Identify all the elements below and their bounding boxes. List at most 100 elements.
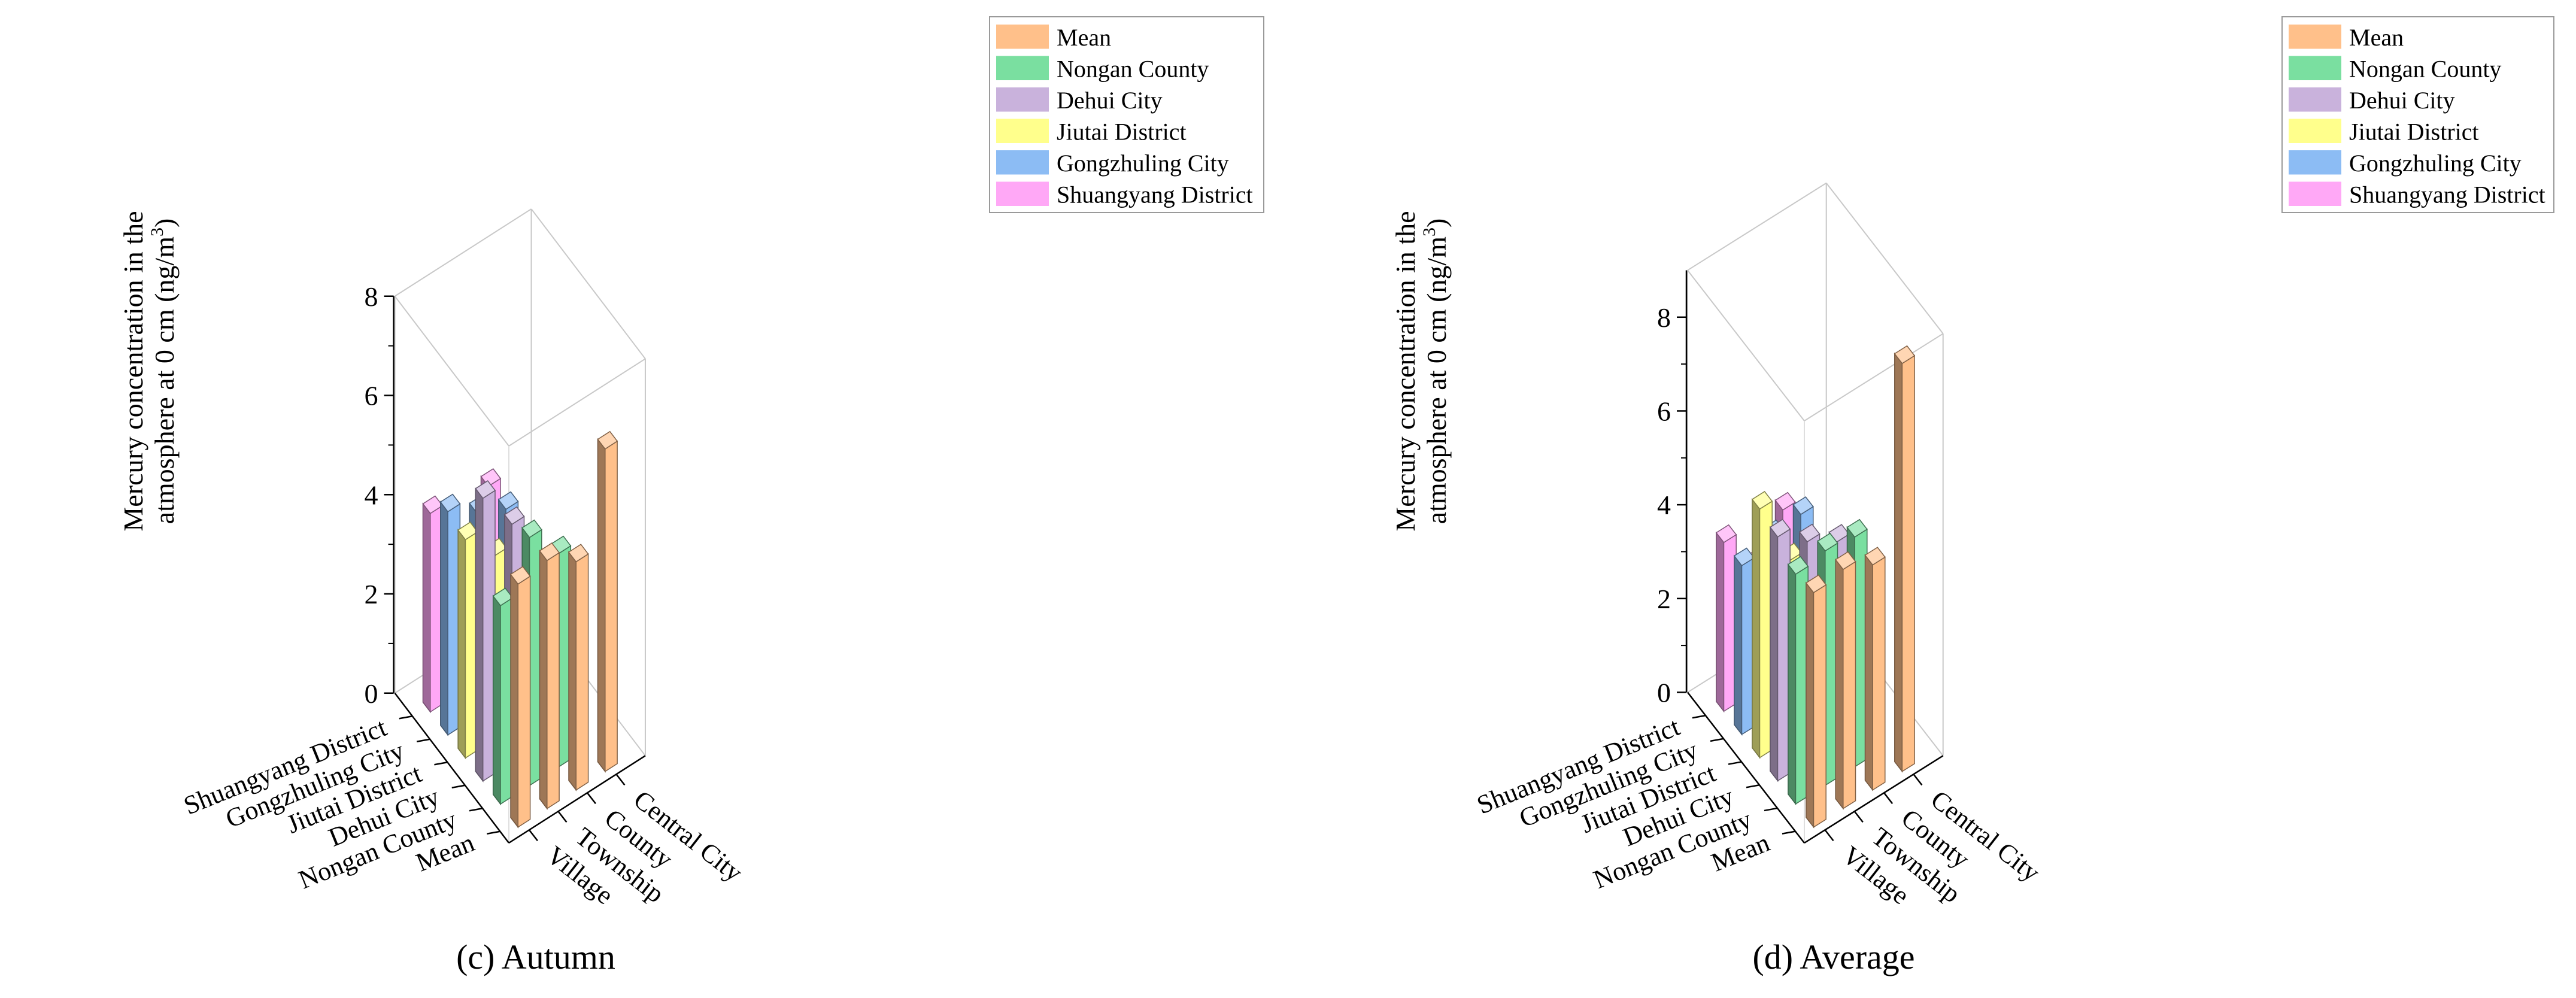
bar-left-face (457, 529, 466, 760)
bar-top-face (439, 493, 461, 512)
y-tick (469, 808, 483, 812)
z-axis-title-text: atmosphere at 0 cm (ng/m (149, 236, 180, 524)
z-axis: 0 2 4 6 8 (1657, 270, 1688, 708)
bar-front-face (605, 440, 618, 772)
y-tick (434, 762, 448, 766)
bar-left-face (492, 594, 501, 806)
bar-top-face (1846, 518, 1868, 538)
z-tick-label: 0 (365, 678, 378, 709)
bar-front-face (1843, 560, 1856, 809)
bar-top-face (1864, 547, 1886, 566)
bar-nongan-county-village (1787, 556, 1809, 806)
legend-swatch-dehui-city (2287, 86, 2343, 113)
z-axis-title-superscript: 3 (1419, 227, 1439, 236)
bar-top-face (1799, 523, 1821, 542)
bar-top-face (597, 430, 618, 450)
bar-left-face (568, 551, 577, 791)
bar-left-face (1894, 352, 1903, 773)
bars (422, 430, 618, 829)
legend-swatch-gongzhuling-city (2287, 149, 2343, 176)
top-back-right-edge (1825, 183, 1944, 334)
bar-mean-village (509, 566, 531, 829)
x-tick (557, 811, 568, 823)
z-tick-label: 4 (1657, 490, 1671, 520)
bar-left-face (1752, 498, 1761, 759)
chart-average: (d) Average Mercury concentration in the… (1390, 16, 2554, 976)
bar-front-face (547, 551, 560, 809)
x-tick (586, 792, 596, 805)
bar-front-face (1813, 584, 1826, 828)
z-tick-label: 2 (1657, 584, 1671, 614)
bar-top-face (457, 521, 478, 541)
y-axis-line (1687, 691, 1805, 844)
z-axis-title-line1: Mercury concentration in the (1390, 211, 1421, 531)
y-tick (451, 784, 465, 788)
bar-mean-central-city (597, 430, 618, 773)
chart-caption: (d) Average (1752, 938, 1914, 976)
bar-top-face (1835, 551, 1856, 571)
bars (1715, 345, 1916, 829)
legend-swatch-shuangyang-district (995, 180, 1050, 207)
bar-top-face (1787, 556, 1809, 575)
z-axis-title-text: atmosphere at 0 cm (ng/m (1421, 236, 1452, 524)
bar-top-face (1733, 547, 1755, 566)
bar-top-face (1805, 574, 1827, 593)
bar-top-face (1894, 345, 1916, 365)
y-tick (399, 715, 413, 720)
bar-left-face (1788, 563, 1797, 806)
bar-top-face (1792, 496, 1814, 515)
legend-label-jiutai-district: Jiutai District (2349, 119, 2479, 145)
z-tick-label: 4 (365, 480, 378, 510)
bar-mean-township (539, 542, 560, 810)
bar-nongan-county-village (492, 587, 514, 806)
bar-left-face (1734, 554, 1743, 736)
bar-top-face (1817, 532, 1838, 552)
bar-top-face (497, 491, 519, 510)
bar-top-face (422, 495, 444, 514)
top-front-right-edge (508, 358, 646, 447)
legend-label-shuangyang-district: Shuangyang District (2349, 181, 2545, 208)
x-tick (1883, 792, 1894, 805)
top-front-right-edge (1804, 333, 1944, 421)
bar-top-face (521, 519, 542, 538)
bar-jiutai-district-village (457, 521, 478, 760)
top-back-right-edge (530, 208, 646, 359)
z-tick-label: 0 (1657, 677, 1671, 708)
bar-front-face (1872, 556, 1886, 791)
bar-top-face (492, 587, 514, 606)
bar-top-face (539, 542, 560, 562)
z-axis-title: Mercury concentration in the atmosphere … (1390, 211, 1452, 531)
y-tick (1764, 807, 1778, 812)
y-axis-line (394, 692, 509, 844)
legend-swatch-mean (995, 23, 1050, 50)
bar-mean-village (1805, 574, 1827, 829)
bar-left-face (539, 549, 548, 810)
bar-top-face (1774, 492, 1796, 511)
bar-left-face (1770, 526, 1779, 782)
legend-swatch-mean (2287, 23, 2343, 50)
bar-left-face (1864, 554, 1873, 791)
legend: Mean Nongan County Dehui City Jiutai Distri… (2281, 16, 2554, 213)
bar-front-face (1901, 354, 1915, 772)
bar-top-face (1715, 524, 1737, 544)
y-tick (1746, 784, 1760, 788)
z-axis-title-end: ) (149, 219, 180, 227)
x-tick (1853, 811, 1864, 823)
z-axis-title: Mercury concentration in the atmosphere … (118, 211, 180, 531)
bar-left-face (510, 573, 519, 829)
bar-left-face (1716, 531, 1725, 713)
z-tick-label: 8 (365, 281, 378, 312)
legend-label-jiutai-district: Jiutai District (1057, 119, 1187, 145)
bar-left-face (1835, 558, 1844, 810)
bar-mean-central-city (1894, 345, 1916, 773)
bar-top-face (509, 566, 531, 585)
bar-shuangyang-district-village (1715, 524, 1737, 713)
bar-left-face (1806, 581, 1815, 829)
bar-mean-township (1835, 551, 1856, 810)
x-tick (615, 773, 626, 786)
bar-top-face (1769, 518, 1791, 538)
chart-autumn: (c) Autumn Mercury concentration in the … (118, 16, 1264, 976)
chart-panel-autumn: (c) Autumn Mercury concentration in the … (0, 0, 1287, 998)
z-axis-title-line2: atmosphere at 0 cm (ng/m3) (1419, 219, 1452, 524)
bar-top-face (503, 506, 525, 525)
